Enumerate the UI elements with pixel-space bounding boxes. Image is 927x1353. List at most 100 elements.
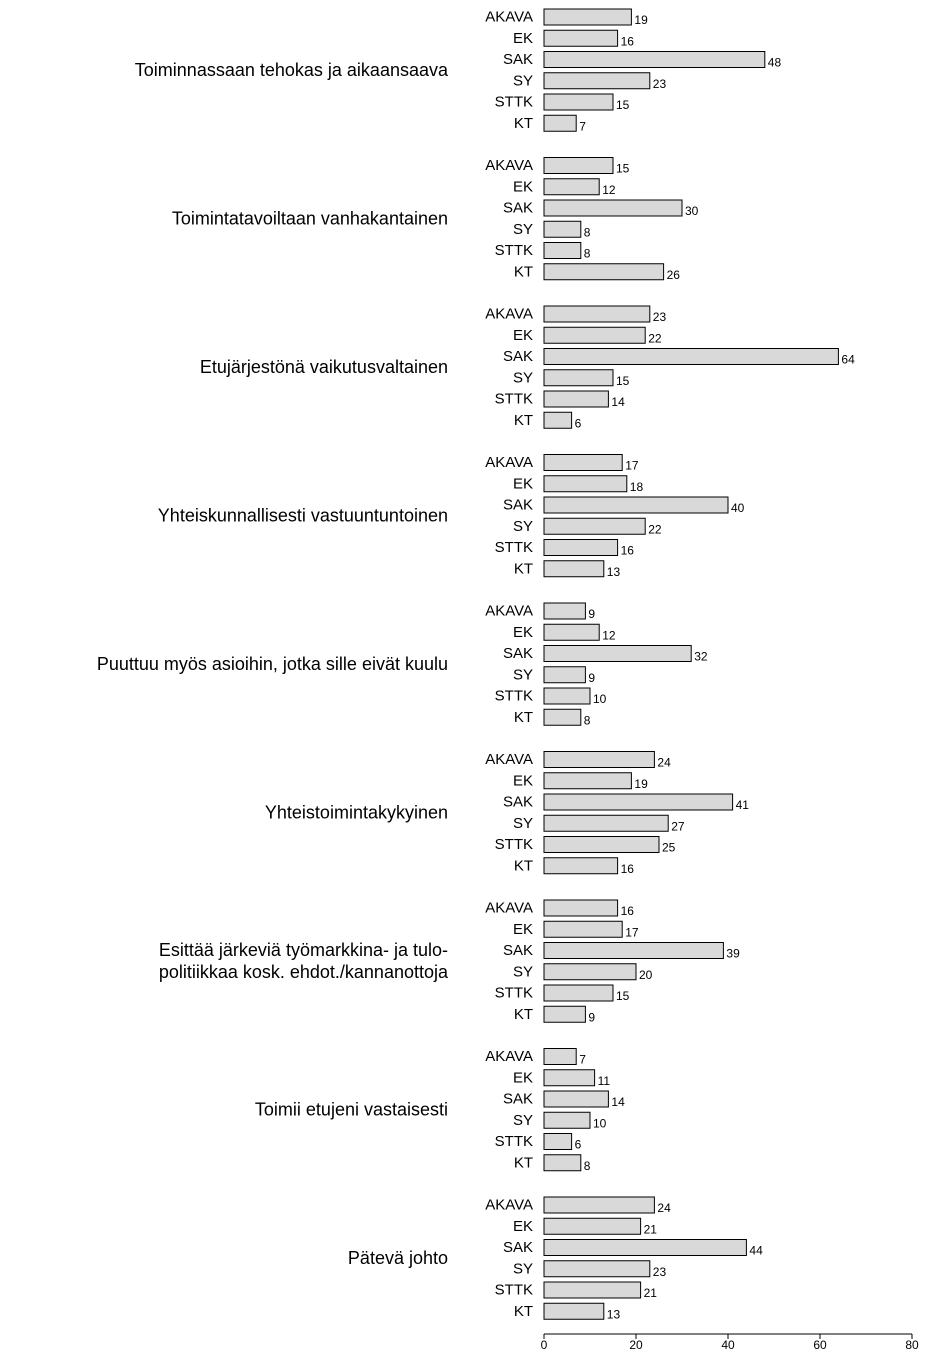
data-label: 9: [588, 607, 595, 621]
bar: [543, 687, 591, 705]
data-label: 9: [588, 1010, 595, 1024]
data-label: 20: [639, 968, 653, 982]
data-label: 19: [634, 13, 648, 27]
data-label: 21: [644, 1222, 658, 1236]
group-label: politiikkaa kosk. ehdot./kannanottoja: [159, 962, 449, 982]
data-label: 19: [634, 777, 648, 791]
data-label: 8: [584, 247, 591, 261]
group-label: Toimintatavoiltaan vanhakantainen: [172, 209, 448, 229]
bar: [543, 199, 683, 217]
category-label: EK: [513, 921, 533, 938]
bar: [543, 220, 582, 238]
bar: [543, 72, 651, 90]
bar: [543, 1302, 605, 1320]
category-label: STTK: [495, 1133, 533, 1150]
group-label: Etujärjestönä vaikutusvaltainen: [200, 357, 448, 377]
bar: [543, 326, 646, 344]
category-label: SY: [513, 369, 533, 386]
data-label: 32: [694, 650, 708, 664]
data-label: 15: [616, 374, 630, 388]
bar: [543, 157, 614, 174]
data-label: 6: [575, 416, 582, 430]
category-label: SY: [513, 72, 533, 89]
bar: [543, 857, 619, 875]
category-label: AKAVA: [485, 157, 533, 174]
category-label: EK: [513, 772, 533, 789]
category-label: SY: [513, 221, 533, 238]
data-label: 22: [648, 331, 662, 345]
data-label: 39: [726, 947, 740, 961]
data-label: 15: [616, 98, 630, 112]
data-label: 15: [616, 162, 630, 176]
data-label: 8: [584, 1159, 591, 1173]
bar: [543, 263, 665, 281]
category-label: AKAVA: [485, 306, 533, 323]
category-label: SY: [513, 666, 533, 683]
category-label: EK: [513, 30, 533, 47]
data-label: 30: [685, 204, 699, 218]
category-label: KT: [514, 1154, 533, 1171]
data-label: 7: [579, 1053, 586, 1067]
bar: [543, 1154, 582, 1172]
bar: [543, 496, 729, 514]
x-tick-label: 20: [629, 1338, 643, 1352]
data-label: 21: [644, 1286, 658, 1300]
category-label: SAK: [503, 942, 533, 959]
bar: [543, 793, 734, 811]
bar: [543, 984, 614, 1002]
data-label: 25: [662, 841, 676, 855]
category-label: KT: [514, 560, 533, 577]
category-label: SY: [513, 1112, 533, 1129]
category-label: EK: [513, 178, 533, 195]
data-label: 15: [616, 989, 630, 1003]
bar: [543, 708, 582, 726]
category-label: KT: [514, 263, 533, 280]
category-label: SAK: [503, 497, 533, 514]
data-label: 13: [607, 565, 621, 579]
data-label: 10: [593, 692, 607, 706]
data-label: 41: [736, 798, 750, 812]
category-label: STTK: [495, 985, 533, 1002]
category-label: STTK: [495, 688, 533, 705]
group-label: Yhteistoimintakykyinen: [265, 803, 448, 823]
category-label: SY: [513, 518, 533, 535]
group-label: Pätevä johto: [348, 1248, 448, 1268]
bar: [543, 1005, 586, 1023]
bar: [543, 517, 646, 535]
category-label: STTK: [495, 1282, 533, 1299]
category-label: KT: [514, 857, 533, 874]
data-label: 40: [731, 501, 745, 515]
data-label: 7: [579, 119, 586, 133]
bar: [543, 666, 586, 684]
data-label: 17: [625, 459, 639, 473]
bar: [543, 1196, 655, 1214]
bar: [543, 1111, 591, 1129]
data-label: 16: [621, 862, 635, 876]
category-label: KT: [514, 115, 533, 132]
category-label: KT: [514, 1006, 533, 1023]
x-tick-label: 60: [813, 1338, 827, 1352]
bar: [543, 475, 628, 493]
category-label: SAK: [503, 51, 533, 68]
group-label: Toimii etujeni vastaisesti: [255, 1100, 448, 1120]
bar: [543, 1217, 642, 1235]
category-label: AKAVA: [485, 751, 533, 768]
data-label: 14: [611, 1095, 625, 1109]
category-label: SAK: [503, 1091, 533, 1108]
category-label: SY: [513, 1260, 533, 1277]
bar: [543, 1239, 747, 1256]
category-label: SAK: [503, 348, 533, 365]
x-tick-label: 40: [721, 1338, 735, 1352]
bar: [543, 454, 623, 471]
category-label: KT: [514, 412, 533, 429]
category-label: KT: [514, 709, 533, 726]
data-label: 9: [588, 671, 595, 685]
data-label: 24: [657, 1201, 671, 1215]
category-label: EK: [513, 475, 533, 492]
category-label: SAK: [503, 645, 533, 662]
category-label: EK: [513, 1069, 533, 1086]
category-label: SY: [513, 963, 533, 980]
data-label: 16: [621, 904, 635, 918]
data-label: 13: [607, 1307, 621, 1321]
bar: [543, 348, 839, 365]
